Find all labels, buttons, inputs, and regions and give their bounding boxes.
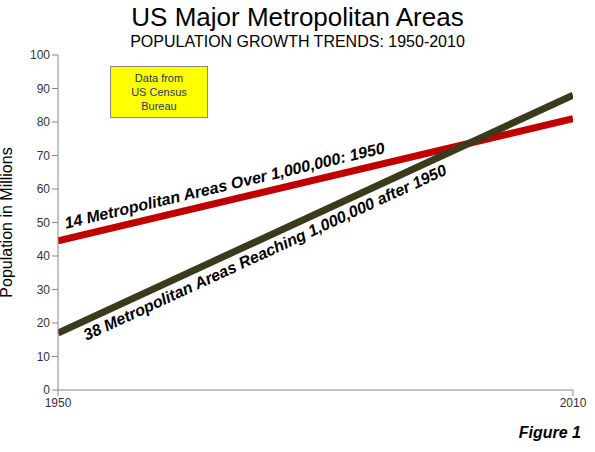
html-text:Data from: Data from	[134, 72, 184, 84]
svg-text:10: 10	[37, 350, 51, 364]
svg-text:14 Metropolitan Areas Over 1,0: 14 Metropolitan Areas Over 1,000,000: 19…	[63, 139, 387, 231]
svg-text:90: 90	[37, 82, 51, 96]
svg-text:40: 40	[37, 249, 51, 263]
svg-text:50: 50	[37, 216, 51, 230]
svg-text:38 Metropolitan Areas Reaching: 38 Metropolitan Areas Reaching 1,000,000…	[81, 161, 449, 343]
svg-text:20: 20	[37, 316, 51, 330]
svg-text:Population in Millions: Population in Millions	[8, 147, 15, 297]
svg-text:30: 30	[37, 283, 51, 297]
svg-text:60: 60	[37, 182, 51, 196]
svg-text:100: 100	[30, 48, 50, 62]
html-text:US Census Bureau: US Census Bureau	[131, 86, 187, 112]
svg-text:2010: 2010	[560, 396, 587, 410]
html-text:POPULATION GROWTH TRENDS: 1950: POPULATION GROWTH TRENDS: 1950-2010	[130, 33, 465, 50]
html-text:US Major Metropolitan Areas: US Major Metropolitan Areas	[131, 2, 464, 32]
svg-text:70: 70	[37, 149, 51, 163]
svg-text:1950: 1950	[45, 396, 72, 410]
html-text:Figure 1: Figure 1	[518, 424, 581, 441]
svg-text:80: 80	[37, 115, 51, 129]
svg-text:0: 0	[43, 383, 50, 397]
